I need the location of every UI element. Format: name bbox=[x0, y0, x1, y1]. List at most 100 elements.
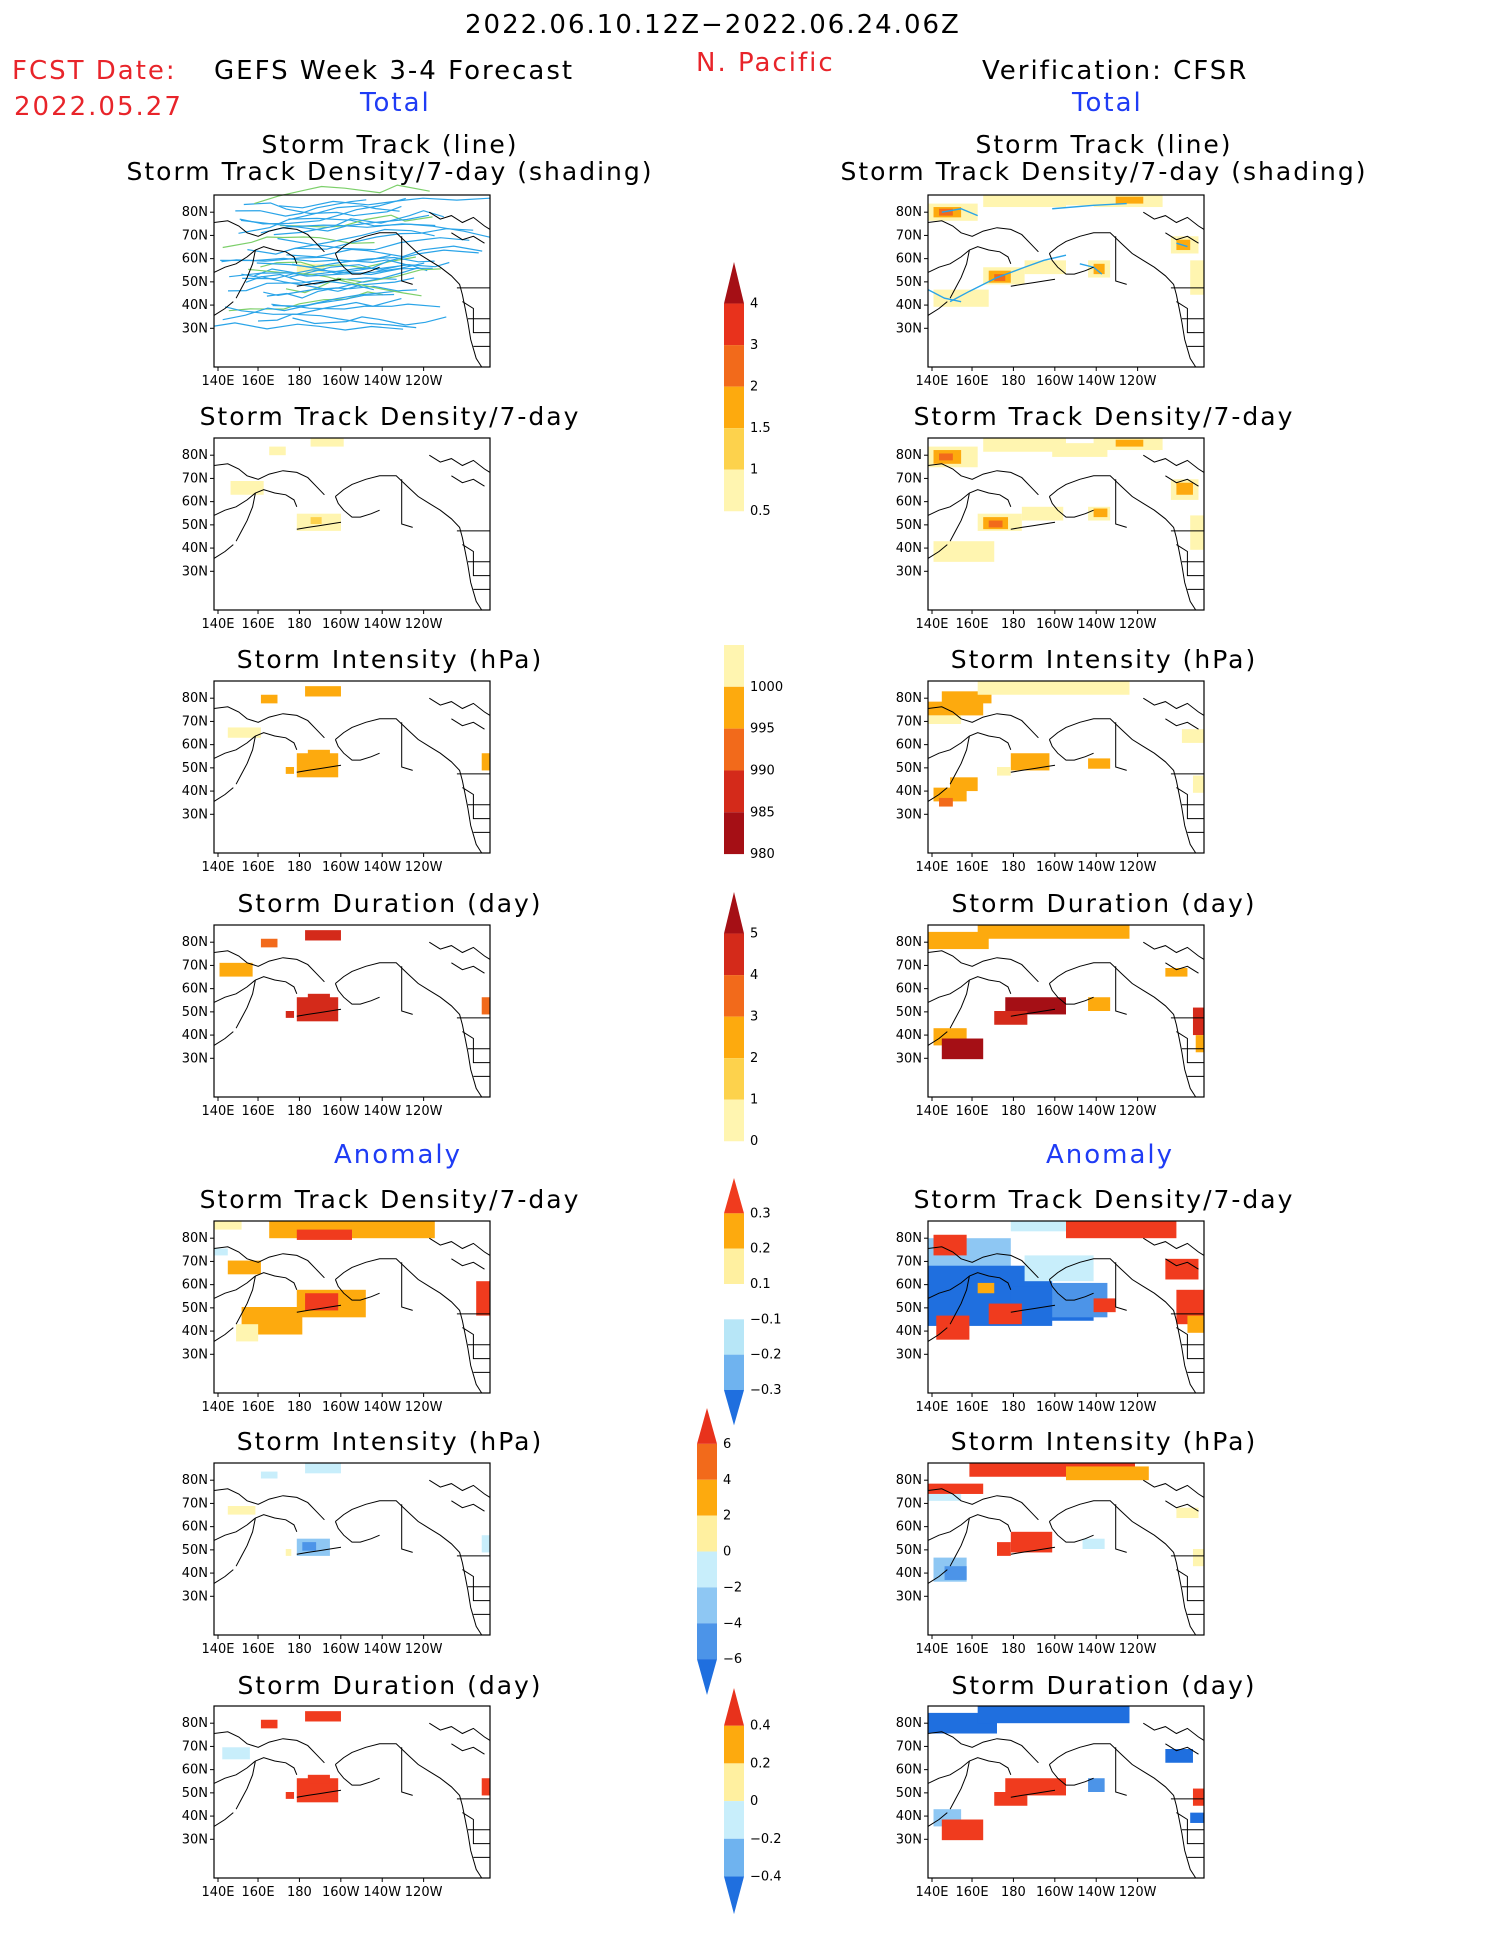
field-patch bbox=[1190, 515, 1204, 550]
coastline bbox=[235, 979, 256, 1029]
y-tick-label: 40N bbox=[182, 1028, 208, 1043]
y-tick-label: 80N bbox=[182, 935, 208, 950]
x-tick-label: 160E bbox=[956, 374, 989, 389]
coastline bbox=[1048, 1279, 1094, 1301]
coastline bbox=[401, 722, 413, 771]
colorbar-label: −0.3 bbox=[750, 1383, 782, 1398]
coastline bbox=[213, 706, 325, 739]
coastline bbox=[296, 521, 342, 530]
colorbar-swatch bbox=[724, 1354, 744, 1390]
coastline bbox=[334, 496, 380, 518]
field-patch bbox=[227, 1506, 256, 1515]
y-tick-label: 70N bbox=[896, 228, 922, 243]
x-tick-label: 140W bbox=[1077, 1885, 1115, 1900]
x-tick-label: 120W bbox=[405, 617, 443, 632]
coastline bbox=[1165, 1258, 1199, 1270]
x-tick-label: 180 bbox=[287, 617, 312, 632]
colorbar-label: 0 bbox=[750, 1794, 758, 1809]
storm-track-line bbox=[239, 197, 406, 225]
panel-title-left-1b: Storm Track Density/7-day (shading) bbox=[126, 157, 654, 186]
colorbar-label: 2 bbox=[750, 1051, 758, 1066]
coastline bbox=[451, 718, 485, 730]
coastline bbox=[462, 544, 490, 577]
x-tick-label: 160W bbox=[322, 1400, 360, 1415]
x-tick-label: 180 bbox=[1001, 1400, 1026, 1415]
coastline bbox=[334, 1764, 380, 1786]
y-tick-label: 70N bbox=[182, 1496, 208, 1511]
x-tick-label: 140E bbox=[915, 1885, 948, 1900]
colorbar-intensity_total: 1000 995 990 985 980 bbox=[724, 645, 814, 889]
colorbar-label: −4 bbox=[723, 1616, 742, 1631]
storm-track-line bbox=[229, 262, 425, 278]
coastline bbox=[1176, 1031, 1204, 1064]
date-range-title: 2022.06.10.12Z−2022.06.24.06Z bbox=[465, 10, 961, 40]
fcst-date-label: FCST Date: bbox=[12, 56, 177, 86]
storm-track-line bbox=[214, 322, 404, 331]
field-patch bbox=[305, 1711, 341, 1722]
colorbar-swatch bbox=[724, 1319, 744, 1355]
x-tick-label: 140E bbox=[915, 1400, 948, 1415]
colorbar-swatch bbox=[724, 1058, 744, 1100]
colorbar-label: −0.2 bbox=[750, 1348, 782, 1363]
map-frame bbox=[213, 194, 491, 368]
coastline bbox=[927, 246, 1012, 273]
coastline bbox=[401, 236, 413, 285]
colorbar-label: −0.1 bbox=[750, 1312, 782, 1327]
field-patch bbox=[285, 1011, 295, 1018]
field-patch bbox=[1192, 775, 1204, 793]
storm-track-line bbox=[279, 197, 490, 209]
coastline bbox=[213, 489, 298, 516]
coastline bbox=[401, 1747, 413, 1796]
x-tick-label: 180 bbox=[1001, 1885, 1026, 1900]
coastline bbox=[335, 1500, 483, 1636]
field-patch bbox=[928, 715, 962, 724]
panel-title-left-4: Storm Duration (day) bbox=[237, 889, 543, 918]
field-patch bbox=[1181, 729, 1204, 743]
field-patch bbox=[1192, 1007, 1204, 1036]
y-tick-label: 80N bbox=[182, 205, 208, 220]
field-patch bbox=[941, 1038, 984, 1060]
storm-track-line bbox=[927, 288, 962, 303]
coastline bbox=[1115, 1504, 1127, 1553]
map-cfsr-track: 80N 70N 60N 50N 40N 30N 140E 160E 180 160W 140W 120… bbox=[892, 194, 1224, 399]
map-frame bbox=[213, 924, 491, 1098]
coastline bbox=[429, 1237, 491, 1256]
map-frame bbox=[927, 680, 1205, 854]
colorbar-swatch bbox=[724, 1801, 744, 1839]
colorbar-label: −6 bbox=[723, 1652, 742, 1667]
coastline bbox=[401, 1262, 413, 1311]
coastline bbox=[1010, 1546, 1056, 1555]
y-tick-label: 60N bbox=[182, 1278, 208, 1293]
field-patch bbox=[1066, 1221, 1177, 1239]
coastline bbox=[335, 232, 483, 368]
field-patch bbox=[307, 1774, 330, 1784]
y-tick-label: 80N bbox=[182, 1231, 208, 1246]
field-patch bbox=[476, 1281, 490, 1316]
field-patch bbox=[994, 274, 1006, 281]
colorbar-swatch bbox=[724, 728, 744, 771]
x-tick-label: 160W bbox=[322, 1885, 360, 1900]
panel-title-left-5: Storm Track Density/7-day bbox=[199, 1185, 581, 1214]
y-tick-label: 70N bbox=[896, 714, 922, 729]
y-tick-label: 30N bbox=[896, 321, 922, 336]
colorbar-duration_anom: 0.4 0.2 0 −0.2 −0.4 bbox=[724, 1688, 814, 1947]
coastline bbox=[213, 787, 234, 802]
coastline bbox=[1115, 722, 1127, 771]
coastline bbox=[1048, 1521, 1094, 1543]
coastline bbox=[1143, 454, 1205, 473]
coastline bbox=[213, 1327, 234, 1342]
y-tick-label: 50N bbox=[182, 1301, 208, 1316]
field-patch bbox=[928, 1483, 984, 1494]
coastline bbox=[1176, 1327, 1204, 1360]
right-model-title: Verification: CFSR bbox=[982, 56, 1249, 86]
colorbar-swatch bbox=[697, 1408, 717, 1444]
x-tick-label: 120W bbox=[1119, 1642, 1157, 1657]
y-tick-label: 30N bbox=[896, 564, 922, 579]
coastline bbox=[1115, 479, 1127, 528]
field-patch bbox=[307, 993, 330, 1003]
colorbar-label: 5 bbox=[750, 927, 758, 942]
storm-track-line bbox=[294, 228, 474, 250]
colorbar-label: 0.4 bbox=[750, 1719, 771, 1734]
y-tick-label: 40N bbox=[182, 1324, 208, 1339]
x-tick-label: 120W bbox=[405, 374, 443, 389]
